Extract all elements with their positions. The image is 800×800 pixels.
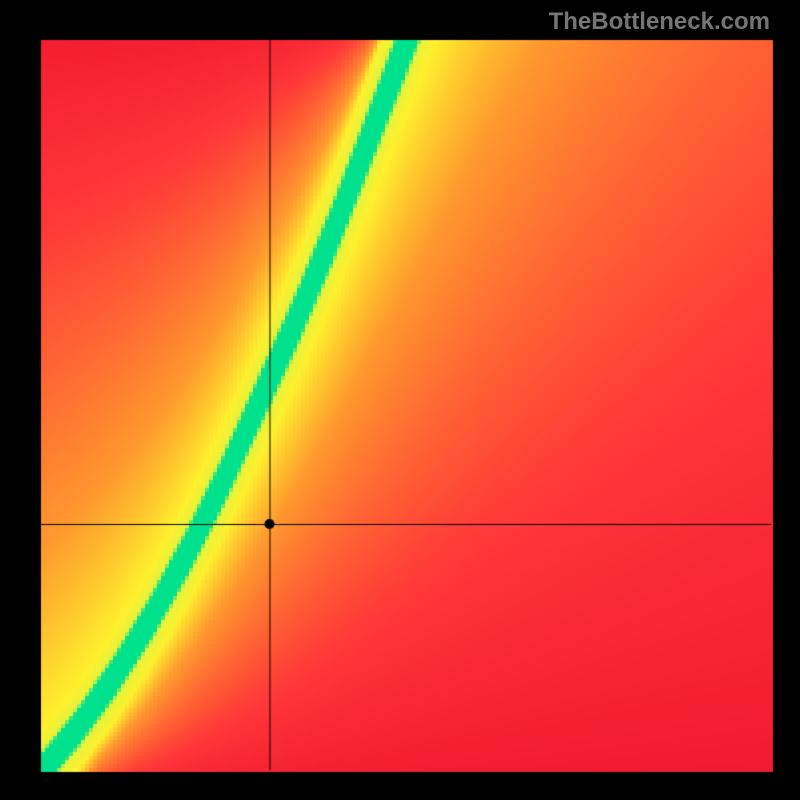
watermark-text: TheBottleneck.com xyxy=(549,8,770,36)
bottleneck-heatmap xyxy=(0,0,800,800)
